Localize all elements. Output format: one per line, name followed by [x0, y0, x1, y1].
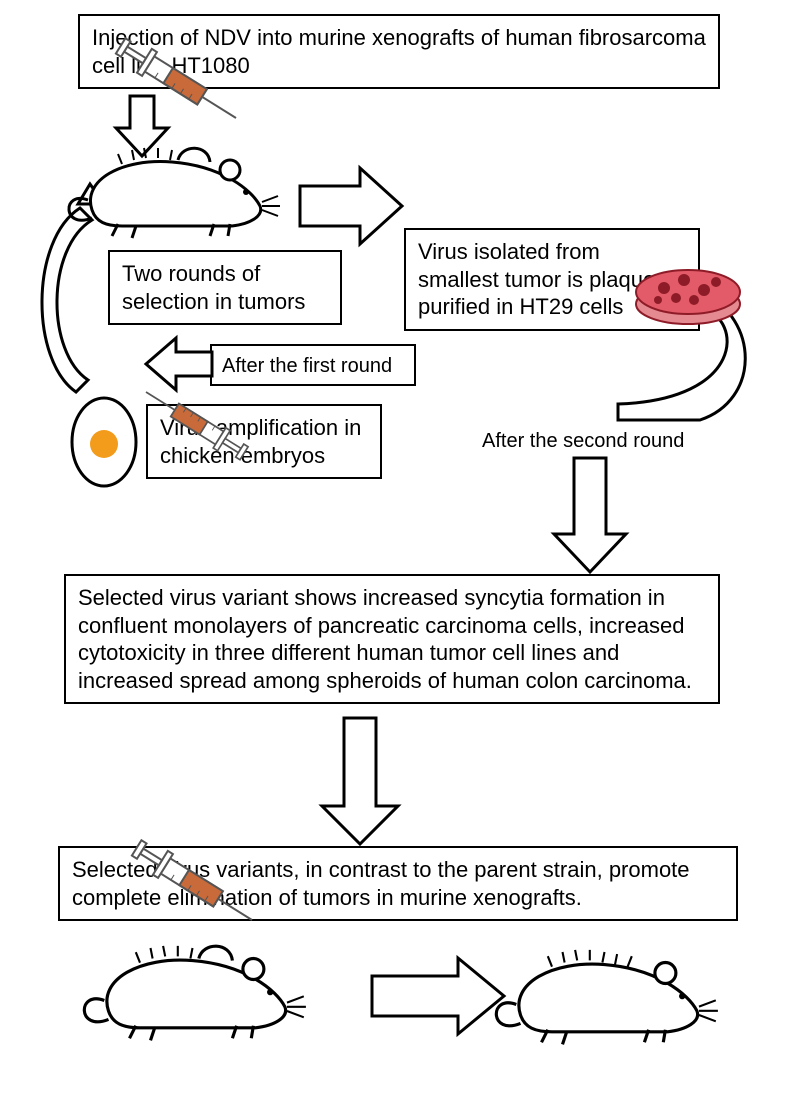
amplify-text: Virus amplification in chicken embryos [160, 415, 361, 468]
after2-text: After the second round [482, 430, 684, 452]
two-rounds-text: Two rounds of selection in tumors [122, 261, 305, 314]
arrow-right-mouse-to-plaque [300, 168, 402, 244]
box-amplify: Virus amplification in chicken embryos [146, 404, 382, 479]
mouse-clean-icon [496, 950, 718, 1045]
box-result1: Selected virus variant shows increased s… [64, 574, 720, 704]
arrow-down-title-to-mouse [116, 96, 168, 156]
svg-overlay [0, 0, 806, 1116]
box-plaque: Virus isolated from smallest tumor is pl… [404, 228, 700, 331]
arrow-left-after-first-round [146, 338, 212, 390]
box-two-rounds: Two rounds of selection in tumors [108, 250, 342, 325]
box-after-first-round: After the first round [210, 344, 416, 386]
mouse-tumor-bottom-icon [84, 946, 306, 1041]
box-result2: Selected virus variants, in contrast to … [58, 846, 738, 921]
result1-text: Selected virus variant shows increased s… [78, 585, 692, 693]
result2-text: Selected virus variants, in contrast to … [72, 857, 690, 910]
plaque-text: Virus isolated from smallest tumor is pl… [418, 239, 655, 319]
mouse-tumor-icon [69, 148, 280, 238]
arrow-curve-cycle-left-up [42, 184, 104, 392]
arrow-right-tumor-to-clean [372, 958, 504, 1034]
arrow-down-result1-to-result2 [322, 718, 398, 844]
title-text: Injection of NDV into murine xenografts … [92, 25, 706, 78]
arrow-down-to-result1 [554, 458, 626, 572]
after1-text: After the first round [222, 355, 392, 377]
egg-icon [72, 398, 136, 486]
after-second-round-label: After the second round [482, 430, 710, 453]
box-title: Injection of NDV into murine xenografts … [78, 14, 720, 89]
diagram-root: Injection of NDV into murine xenografts … [0, 0, 806, 1116]
arrow-curve-cycle-left-down [57, 222, 92, 382]
